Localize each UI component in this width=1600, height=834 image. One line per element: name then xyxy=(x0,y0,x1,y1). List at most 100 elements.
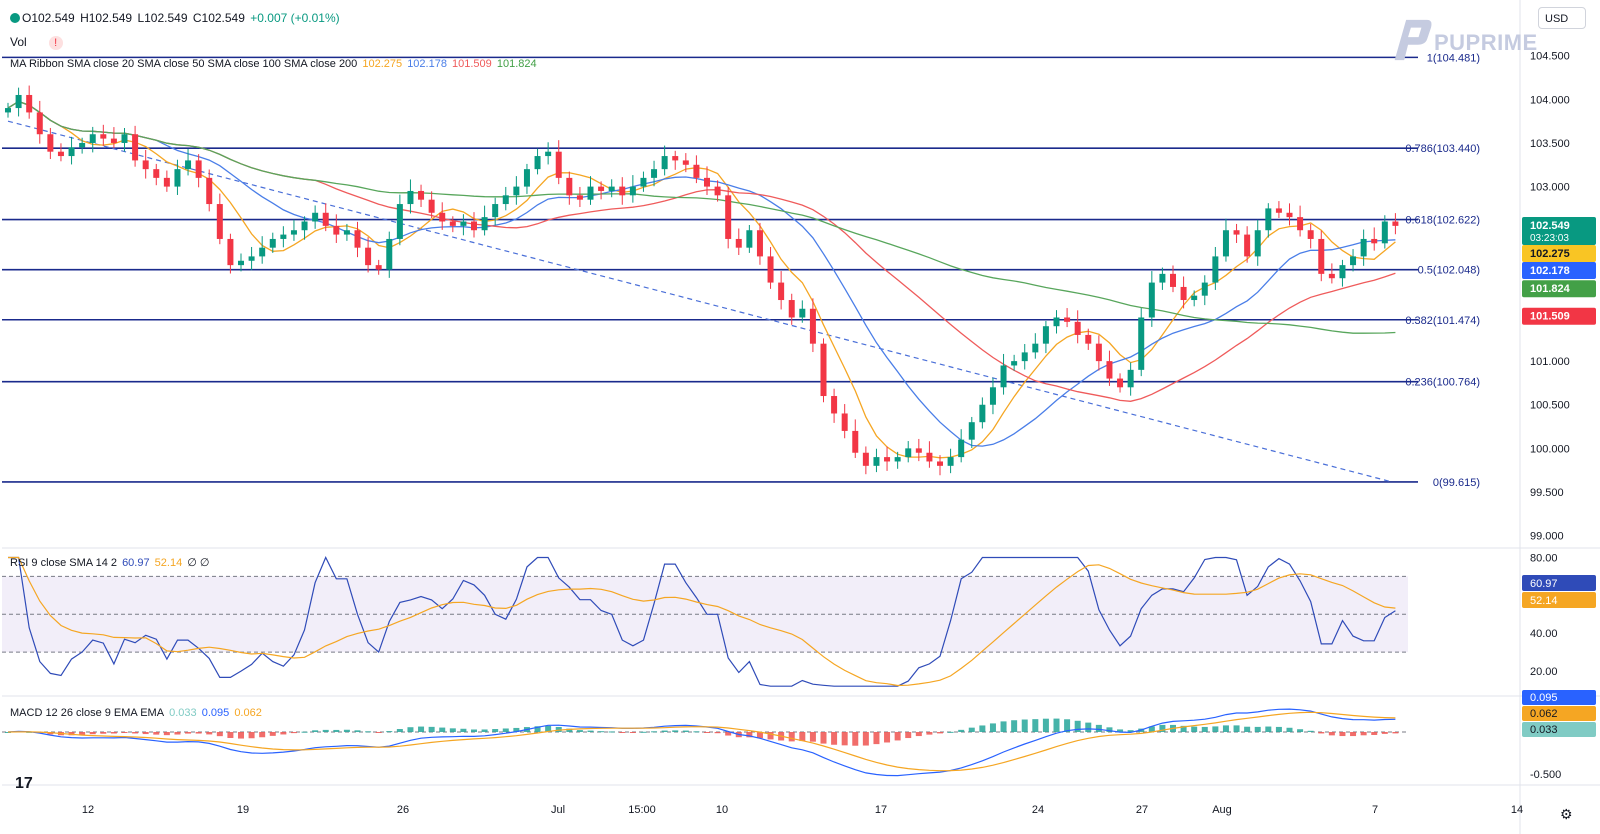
price-tick-label: 104.000 xyxy=(1530,94,1570,106)
macd-histogram-bar xyxy=(1159,724,1166,732)
macd-histogram-bar xyxy=(672,730,679,732)
candle-body xyxy=(947,457,954,466)
price-badge xyxy=(1522,307,1596,325)
macd-histogram-bar xyxy=(206,732,213,735)
sma200-value: 101.824 xyxy=(496,58,537,70)
macd-histogram-bar xyxy=(354,730,361,732)
rsi-tick-label: 80.00 xyxy=(1530,552,1558,564)
macd-histogram-bar xyxy=(1191,726,1198,732)
sma100-value: 101.509 xyxy=(452,58,492,70)
candle-body xyxy=(1222,230,1229,257)
time-axis: 12 19 26 Jul 15:00 10 17 24 27 Aug 7 14 xyxy=(82,804,1523,816)
price-tick-label: 99.500 xyxy=(1530,487,1564,499)
candle-body xyxy=(68,147,75,157)
fib-retracement: 1(104.481) 0.786(103.440) 0.618(102.622) 0.… xyxy=(2,52,1480,489)
time-tick-label: 24 xyxy=(1032,804,1044,816)
fib-level-label: 1(104.481) xyxy=(1427,52,1480,64)
macd-histogram-bar xyxy=(1286,727,1293,732)
time-tick-label: 7 xyxy=(1372,804,1378,816)
macd-histogram-bar xyxy=(1212,726,1219,732)
macd-histogram-bar xyxy=(1222,725,1229,732)
candle-body xyxy=(629,186,636,196)
candle-body xyxy=(280,234,287,239)
macd-histogram-bar xyxy=(153,732,160,735)
macd-histogram-bar xyxy=(1180,725,1187,732)
candle-body xyxy=(1180,286,1187,301)
macd-pane: -0.500 xyxy=(2,708,1561,781)
candle-body xyxy=(216,204,223,239)
ma-ribbon-legend[interactable]: MA Ribbon SMA close 20 SMA close 50 SMA … xyxy=(10,58,539,70)
macd-histogram-bar xyxy=(968,727,975,732)
candle-body xyxy=(354,230,361,248)
candle-body xyxy=(5,108,11,113)
candle-body xyxy=(1350,256,1357,266)
candle-body xyxy=(884,457,891,462)
fib-level-label: 0.5(102.048) xyxy=(1418,265,1480,277)
candle-body xyxy=(587,186,594,200)
candle-body xyxy=(365,247,372,266)
macd-histogram-bar xyxy=(1307,730,1314,732)
time-tick-label: 12 xyxy=(82,804,94,816)
macd-badge-label: 0.062 xyxy=(1530,708,1558,720)
candle-body xyxy=(1339,265,1346,279)
candle-body xyxy=(968,422,975,440)
candle-body xyxy=(1085,334,1092,344)
macd-histogram-bar xyxy=(809,732,816,742)
candle-body xyxy=(746,230,753,248)
candle-body xyxy=(1117,378,1124,388)
macd-histogram-bar xyxy=(449,728,456,732)
macd-histogram-bar xyxy=(502,728,509,732)
macd-legend[interactable]: MACD 12 26 close 9 EMA EMA 0.033 0.095 0… xyxy=(10,707,264,719)
vol-legend[interactable]: Vol! xyxy=(10,35,65,50)
macd-histogram-bar xyxy=(110,732,117,734)
rsi-legend[interactable]: RSI 9 close SMA 14 2 60.97 52.14 ∅ ∅ xyxy=(10,556,211,569)
market-status-icon xyxy=(10,13,20,23)
price-badge xyxy=(1522,261,1596,279)
candle-body xyxy=(1053,317,1060,327)
macd-histogram-bar xyxy=(629,732,636,733)
candle-body xyxy=(926,452,933,462)
hidden-eye-icon[interactable]: ! xyxy=(48,36,63,50)
price-badge-label: 102.275 xyxy=(1530,248,1570,260)
price-tick-label: 103.000 xyxy=(1530,182,1570,194)
rsi-badge-label: 52.14 xyxy=(1530,595,1558,607)
price-badge xyxy=(1522,244,1596,262)
candle-body xyxy=(492,204,499,218)
macd-histogram-bar xyxy=(68,732,75,736)
candle-body xyxy=(15,94,22,109)
candle-body xyxy=(958,439,965,458)
fib-level-label: 0.382(101.474) xyxy=(1405,315,1480,327)
macd-histogram-bar xyxy=(312,730,319,732)
macd-histogram-bar xyxy=(1042,718,1049,732)
candle-body xyxy=(841,413,848,431)
candle-body xyxy=(460,221,467,226)
macd-histogram-bar xyxy=(682,730,689,732)
macd-histogram-bar xyxy=(979,725,986,732)
candle-body xyxy=(735,238,742,248)
macd-histogram-bar xyxy=(534,726,541,732)
candle-body xyxy=(1159,273,1166,283)
candle-body xyxy=(100,134,107,139)
macd-histogram-bar xyxy=(375,732,382,733)
price-badge xyxy=(1522,280,1596,298)
price-tick-label: 100.500 xyxy=(1530,400,1570,412)
candle-body xyxy=(1381,221,1388,244)
macd-histogram-bar xyxy=(5,732,11,733)
price-tick-label: 104.500 xyxy=(1530,51,1570,63)
candle-body xyxy=(248,256,255,261)
price-tick-label: 99.000 xyxy=(1530,531,1564,543)
macd-histogram-bar xyxy=(121,732,128,733)
macd-histogram-bar xyxy=(587,730,594,732)
candle-body xyxy=(1191,295,1198,301)
macd-histogram-bar xyxy=(1148,726,1155,732)
candle-body xyxy=(322,212,329,226)
macd-histogram-bar xyxy=(693,731,700,733)
close-value: C102.549 xyxy=(192,11,245,25)
currency-selector[interactable]: USD xyxy=(1538,7,1586,29)
settings-gear-icon[interactable]: ⚙ xyxy=(1560,806,1573,822)
macd-histogram-bar xyxy=(958,729,965,732)
candle-body xyxy=(820,343,827,397)
macd-histogram-bar xyxy=(937,732,943,734)
